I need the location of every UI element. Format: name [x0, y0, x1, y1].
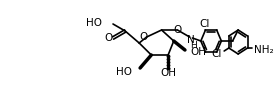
Text: O: O	[140, 32, 148, 42]
Text: OH: OH	[160, 68, 176, 78]
Text: Cl: Cl	[199, 19, 210, 29]
Text: N: N	[187, 35, 195, 45]
Text: OH: OH	[190, 47, 207, 57]
Text: Cl: Cl	[211, 49, 221, 59]
Text: O: O	[104, 33, 112, 43]
Text: NH₂: NH₂	[254, 45, 274, 55]
Text: O: O	[173, 25, 182, 35]
Text: H: H	[190, 40, 197, 50]
Text: HO: HO	[86, 18, 102, 28]
Text: HO: HO	[116, 67, 132, 77]
